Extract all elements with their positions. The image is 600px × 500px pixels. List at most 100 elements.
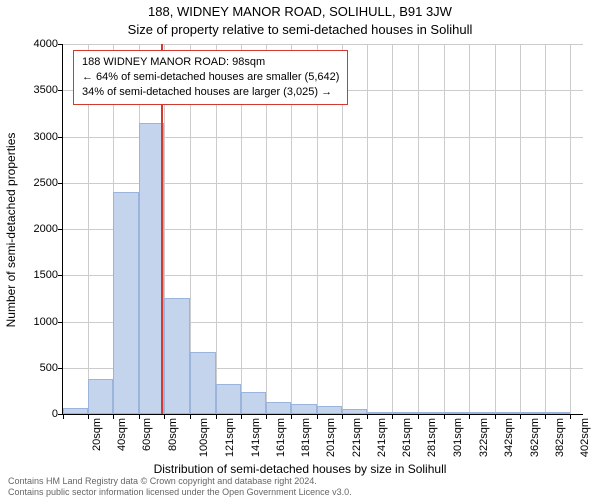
histogram-bar <box>317 406 342 414</box>
xtick-label: 382sqm <box>554 418 566 457</box>
xtick-mark <box>113 414 114 419</box>
histogram-bar <box>495 412 520 414</box>
xtick-label: 80sqm <box>167 418 179 451</box>
histogram-bar <box>392 412 417 414</box>
xtick-label: 40sqm <box>116 418 128 451</box>
ytick-label: 2500 <box>8 177 58 189</box>
chart-title-sub: Size of property relative to semi-detach… <box>0 22 600 37</box>
footer-line2: Contains public sector information licen… <box>8 487 352 498</box>
histogram-bar <box>63 408 88 414</box>
legend-line2: ← 64% of semi-detached houses are smalle… <box>82 70 339 85</box>
ytick-label: 1500 <box>8 269 58 281</box>
xtick-mark <box>190 414 191 419</box>
xtick-mark <box>139 414 140 419</box>
gridline-v <box>418 44 419 414</box>
histogram-bar <box>216 384 241 414</box>
ytick-label: 3500 <box>8 84 58 96</box>
xtick-label: 301sqm <box>452 418 464 457</box>
xtick-mark <box>317 414 318 419</box>
histogram-chart: 188, WIDNEY MANOR ROAD, SOLIHULL, B91 3J… <box>0 0 600 500</box>
histogram-bar <box>113 192 138 414</box>
xtick-mark <box>444 414 445 419</box>
x-axis-label: Distribution of semi-detached houses by … <box>0 462 600 476</box>
histogram-bar <box>367 412 392 414</box>
histogram-bar <box>164 298 191 414</box>
xtick-label: 100sqm <box>198 418 210 457</box>
ytick-label: 0 <box>8 408 58 420</box>
xtick-label: 121sqm <box>225 418 237 457</box>
gridline-v <box>520 44 521 414</box>
xtick-mark <box>88 414 89 419</box>
xtick-mark <box>469 414 470 419</box>
histogram-bar <box>545 412 570 414</box>
ytick-mark <box>58 137 63 138</box>
ytick-label: 2000 <box>8 223 58 235</box>
gridline-h <box>63 44 583 45</box>
xtick-label: 261sqm <box>401 418 413 457</box>
xtick-mark <box>392 414 393 419</box>
ytick-mark <box>58 229 63 230</box>
histogram-bar <box>241 392 266 414</box>
ytick-mark <box>58 368 63 369</box>
histogram-bar <box>418 412 445 414</box>
xtick-label: 322sqm <box>478 418 490 457</box>
ytick-mark <box>58 275 63 276</box>
xtick-mark <box>545 414 546 419</box>
histogram-bar <box>520 412 545 414</box>
xtick-mark <box>63 414 64 419</box>
xtick-mark <box>495 414 496 419</box>
ytick-label: 1000 <box>8 316 58 328</box>
ytick-mark <box>58 183 63 184</box>
xtick-label: 141sqm <box>250 418 262 457</box>
gridline-v <box>367 44 368 414</box>
xtick-label: 281sqm <box>427 418 439 457</box>
ytick-label: 500 <box>8 362 58 374</box>
histogram-bar <box>291 404 316 414</box>
ytick-mark <box>58 90 63 91</box>
gridline-v <box>469 44 470 414</box>
ytick-mark <box>58 44 63 45</box>
histogram-bar <box>266 402 291 414</box>
histogram-bar <box>139 123 164 414</box>
ytick-label: 4000 <box>8 38 58 50</box>
xtick-label: 362sqm <box>529 418 541 457</box>
histogram-bar <box>444 412 469 414</box>
xtick-mark <box>266 414 267 419</box>
histogram-bar <box>190 352 215 414</box>
xtick-label: 20sqm <box>91 418 103 451</box>
xtick-mark <box>342 414 343 419</box>
legend-box: 188 WIDNEY MANOR ROAD: 98sqm← 64% of sem… <box>73 50 348 105</box>
legend-line1: 188 WIDNEY MANOR ROAD: 98sqm <box>82 55 339 70</box>
xtick-label: 402sqm <box>579 418 591 457</box>
xtick-label: 60sqm <box>142 418 154 451</box>
gridline-v <box>570 44 571 414</box>
xtick-mark <box>291 414 292 419</box>
xtick-mark <box>367 414 368 419</box>
gridline-v <box>495 44 496 414</box>
xtick-mark <box>570 414 571 419</box>
xtick-label: 161sqm <box>275 418 287 457</box>
gridline-v <box>545 44 546 414</box>
chart-footer: Contains HM Land Registry data © Crown c… <box>8 476 352 498</box>
histogram-bar <box>342 409 367 414</box>
xtick-label: 342sqm <box>504 418 516 457</box>
footer-line1: Contains HM Land Registry data © Crown c… <box>8 476 352 487</box>
legend-line3: 34% of semi-detached houses are larger (… <box>82 85 339 100</box>
plot-area: 188 WIDNEY MANOR ROAD: 98sqm← 64% of sem… <box>62 44 583 415</box>
ytick-label: 3000 <box>8 131 58 143</box>
xtick-mark <box>216 414 217 419</box>
ytick-mark <box>58 322 63 323</box>
xtick-label: 181sqm <box>300 418 312 457</box>
xtick-mark <box>520 414 521 419</box>
histogram-bar <box>88 379 113 414</box>
xtick-mark <box>241 414 242 419</box>
xtick-label: 241sqm <box>376 418 388 457</box>
gridline-v <box>392 44 393 414</box>
xtick-mark <box>164 414 165 419</box>
gridline-v <box>444 44 445 414</box>
xtick-label: 201sqm <box>326 418 338 457</box>
xtick-mark <box>418 414 419 419</box>
histogram-bar <box>469 412 494 414</box>
chart-title-main: 188, WIDNEY MANOR ROAD, SOLIHULL, B91 3J… <box>0 4 600 19</box>
xtick-label: 221sqm <box>351 418 363 457</box>
